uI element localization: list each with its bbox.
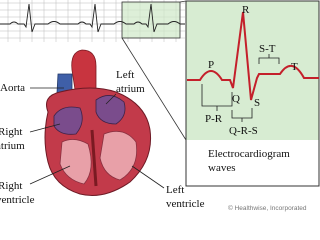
zoom-line [179,0,187,3]
label: Aorta [0,82,25,94]
wave-label: S [254,97,260,109]
label: Left [116,69,134,81]
bracket [258,54,280,64]
interval-label: Q-R-S [229,125,258,137]
label: ventricle [166,198,205,210]
caption: waves [208,162,236,174]
wave-label: T [291,61,298,73]
interval-label: P-R [205,113,223,125]
label: Left [166,184,184,196]
bracket [201,84,233,111]
leader-line [29,123,61,133]
ecg-panel-border [185,0,320,187]
caption: Electrocardiogram [208,148,290,160]
ecg-wave [187,11,319,101]
interval-label: S-T [259,43,276,55]
zoom-line [121,37,187,141]
bracket [231,108,253,122]
leader-line [105,93,117,105]
leader-line [29,165,71,185]
wave-label: R [242,4,250,16]
wave-label: Q [232,93,240,105]
label: Right [0,126,22,138]
label: ventricle [0,194,35,206]
label: atrium [116,83,145,95]
ecg-panel [186,1,319,140]
heart [44,49,152,196]
leader-line [131,165,165,189]
label: Right [0,180,22,192]
ecg-strip-trace [0,3,185,33]
illustration: R P Q S T S-T P-R Q-R-S Electrocardiogra… [0,0,320,212]
label: atrium [0,140,25,152]
wave-label: P [208,59,214,71]
credit: © Healthwise, Incorporated [228,204,307,212]
